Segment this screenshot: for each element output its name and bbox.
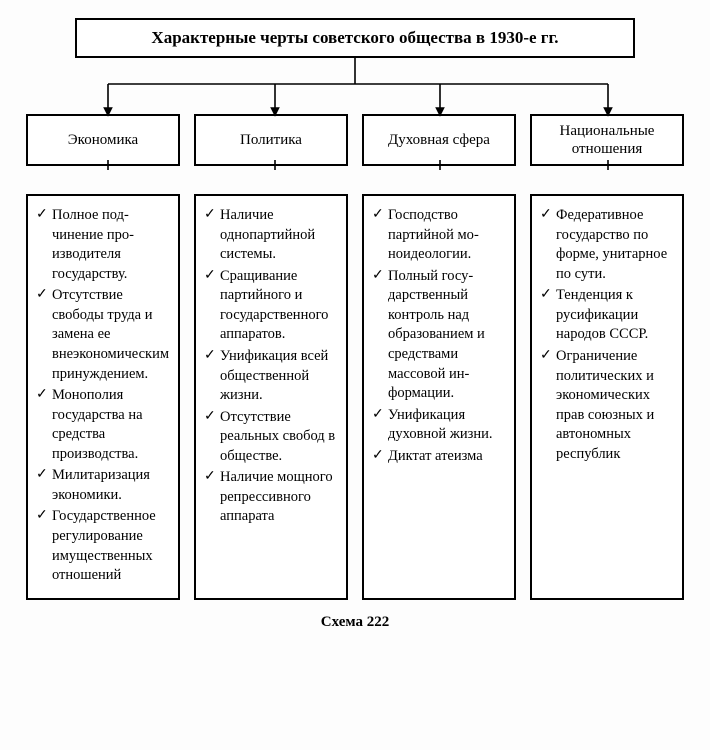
- list-item: Отсутствие свободы тру­да и замена ее вн…: [36, 286, 172, 384]
- list-item: Господство партийной мо­ноидеологии.: [372, 206, 508, 265]
- item-list: Господство партийной мо­ноидеологии.Полн…: [372, 206, 508, 466]
- header-label: Национальные отношения: [536, 122, 678, 158]
- caption-text: Схема 222: [321, 614, 389, 630]
- header-box-3: Национальные отношения: [530, 114, 684, 166]
- list-item: Монополия государства на средства произв…: [36, 386, 172, 464]
- columns-row: Полное под­чинение про­изводителя госуда…: [20, 194, 690, 600]
- list-item: Полный госу­дарственный контроль над обр…: [372, 267, 508, 404]
- list-item: Диктат атеиз­ма: [372, 447, 508, 467]
- list-item: Государствен­ное регулиро­вание иму­щест…: [36, 507, 172, 585]
- list-item: Ограничение политических и экономиче­ски…: [540, 347, 676, 464]
- diagram-page: Характерные черты советского общества в …: [0, 0, 710, 750]
- list-item: Федератив­ное государст­во по фор­ме, ун…: [540, 206, 676, 284]
- list-item: Милитаризация экономики.: [36, 466, 172, 505]
- list-item: Полное под­чинение про­изводителя госуда…: [36, 206, 172, 284]
- title-box: Характерные черты советского общества в …: [75, 18, 635, 58]
- caption: Схема 222: [20, 614, 690, 631]
- list-item: Тенденция к русификации народов СССР.: [540, 286, 676, 345]
- list-item: Наличие однопартий­ной систе­мы.: [204, 206, 340, 265]
- list-item: Отсутствие реальных свобод в обществе.: [204, 408, 340, 467]
- header-box-0: Экономика: [26, 114, 180, 166]
- list-item: Сращивание партийного и государст­венног…: [204, 267, 340, 345]
- item-list: Федератив­ное государст­во по фор­ме, ун…: [540, 206, 676, 464]
- column-box-1: Наличие однопартий­ной систе­мы.Сращиван…: [194, 194, 348, 600]
- header-label: Экономика: [68, 131, 138, 149]
- headers-row: Экономика Политика Духовная сфера Националь…: [20, 114, 690, 166]
- list-item: Унификация всей об­щественной жизни.: [204, 347, 340, 406]
- title-text: Характерные черты советского общества в …: [151, 28, 558, 47]
- list-item: Унификация духовной жиз­ни.: [372, 406, 508, 445]
- header-label: Духовная сфера: [388, 131, 490, 149]
- column-box-3: Федератив­ное государст­во по фор­ме, ун…: [530, 194, 684, 600]
- list-item: Наличие мощного ре­прессивного аппарата: [204, 468, 340, 527]
- column-box-2: Господство партийной мо­ноидеологии.Полн…: [362, 194, 516, 600]
- header-box-2: Духовная сфера: [362, 114, 516, 166]
- header-box-1: Политика: [194, 114, 348, 166]
- header-label: Политика: [240, 131, 302, 149]
- item-list: Наличие однопартий­ной систе­мы.Сращиван…: [204, 206, 340, 527]
- column-box-0: Полное под­чинение про­изводителя госуда…: [26, 194, 180, 600]
- item-list: Полное под­чинение про­изводителя госуда…: [36, 206, 172, 586]
